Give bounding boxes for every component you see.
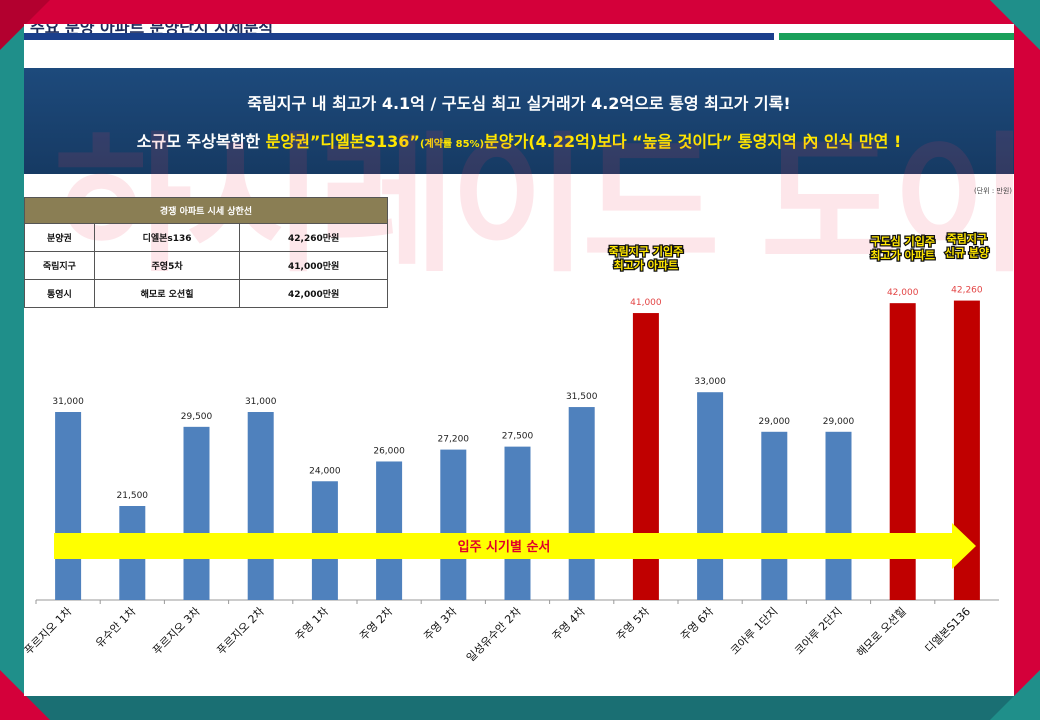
bar <box>247 412 274 600</box>
data-label: 31,000 <box>245 397 277 407</box>
data-label: 29,000 <box>823 417 855 427</box>
bar <box>55 412 82 600</box>
table-cell-name: 주영5차 <box>93 251 241 280</box>
bar <box>440 449 467 600</box>
data-label: 21,500 <box>117 491 149 501</box>
headline-quote: “높을 것이다” <box>632 132 733 151</box>
tick-label: 주영 6차 <box>678 605 716 643</box>
tick-label: 유수안 1차 <box>93 605 138 650</box>
headline-banner: 죽림지구 내 최고가 4.1억 / 구도심 최고 실거래가 4.2억으로 통영 … <box>24 68 1014 174</box>
frame-top <box>0 0 1040 24</box>
data-label: 31,000 <box>52 397 84 407</box>
annotation-label: 신규 분양 <box>945 246 989 260</box>
tick-label: 일성유수안 2차 <box>463 604 523 664</box>
bar <box>825 431 852 600</box>
data-label: 31,500 <box>566 392 598 402</box>
bar <box>761 431 788 600</box>
headline-prefix: 소규모 주상복합한 <box>136 132 266 151</box>
header-rule-green <box>779 33 1014 40</box>
headline-contract-rate: (계약률 85%) <box>419 139 485 150</box>
headline-project-name: ”디엘본S136” <box>309 132 420 151</box>
tick-label: 푸르지오 2차 <box>214 605 266 657</box>
frame-left <box>0 0 24 720</box>
bar <box>376 461 403 600</box>
bar <box>568 407 595 600</box>
annotation-label: 최고가 아파트 <box>870 248 935 262</box>
tick-label: 주영 2차 <box>357 605 395 643</box>
price-ceiling-table: 경쟁 아파트 시세 상한선 분양권 디엘본s136 42,260만원 죽림지구 … <box>24 197 388 308</box>
data-label: 42,260 <box>951 286 983 296</box>
tick-label: 푸르지오 3차 <box>150 605 202 657</box>
table-row: 분양권 디엘본s136 42,260만원 <box>24 223 388 252</box>
tick-label: 주영 3차 <box>421 605 459 643</box>
headline-line-2: 소규모 주상복합한 분양권”디엘본S136”(계약률 85%)분양가(4.22억… <box>24 128 1014 152</box>
timeline-arrow-label: 입주 시기별 순서 <box>458 539 551 555</box>
tick-label: 주영 5차 <box>614 605 652 643</box>
data-label: 27,500 <box>502 432 534 442</box>
headline-suffix: 통영지역 內 인식 만연 ! <box>732 132 902 151</box>
headline-line-1: 죽림지구 내 최고가 4.1억 / 구도심 최고 실거래가 4.2억으로 통영 … <box>247 94 791 113</box>
table-cell-category: 통영시 <box>24 279 95 308</box>
tick-label: 디엘본S136 <box>923 605 973 655</box>
table-cell-name: 해모로 오션힐 <box>93 279 241 308</box>
data-label: 41,000 <box>630 298 662 308</box>
slide-content: 주요 분양 아파트 분양단지 시세분석 죽림지구 내 최고가 4.1억 / 구도… <box>24 24 1014 696</box>
data-label: 33,000 <box>694 377 726 387</box>
header-rule-blue <box>24 33 774 40</box>
data-label: 29,000 <box>759 417 791 427</box>
price-bar-chart: 31,000 푸르지오 1차 21,500 유수안 1차 29,500 푸르지오 3차 31… <box>24 230 999 664</box>
bar <box>504 446 531 600</box>
bar <box>183 426 210 600</box>
tick-label: 코아루 2단지 <box>792 605 844 657</box>
tick-label: 코아루 1단지 <box>728 605 780 657</box>
tick-label: 주영 4차 <box>550 605 588 643</box>
data-label: 27,200 <box>438 435 470 445</box>
data-label: 42,000 <box>887 288 919 298</box>
table-title: 경쟁 아파트 시세 상한선 <box>24 197 388 224</box>
data-label: 26,000 <box>373 446 405 456</box>
tick-label: 해모로 오션힐 <box>854 604 909 659</box>
frame-right <box>1014 0 1040 720</box>
headline-highlight: 분양권 <box>265 132 310 151</box>
bar <box>697 392 724 600</box>
tick-label: 푸르지오 1차 <box>24 605 74 657</box>
data-label: 29,500 <box>181 412 213 422</box>
tick-label: 주영 1차 <box>293 605 331 643</box>
table-cell-price: 42,000만원 <box>239 279 388 308</box>
headline-price: 분양가(4.22억)보다 <box>484 132 633 151</box>
table-row: 통영시 해모로 오션힐 42,000만원 <box>24 279 388 308</box>
annotation-label: 죽림지구 기입주 <box>609 244 684 258</box>
table-cell-category: 분양권 <box>24 223 95 252</box>
table-cell-category: 죽림지구 <box>24 251 95 280</box>
timeline-arrow <box>54 523 976 569</box>
data-label: 24,000 <box>309 466 341 476</box>
frame-bottom <box>0 696 1040 720</box>
annotation-label: 최고가 아파트 <box>614 258 679 272</box>
annotation-label: 죽림지구 <box>947 232 987 246</box>
unit-label: (단위 : 만원) <box>974 187 1013 195</box>
annotation-label: 구도심 기입주 <box>870 234 935 248</box>
table-row: 죽림지구 주영5차 41,000만원 <box>24 251 388 280</box>
